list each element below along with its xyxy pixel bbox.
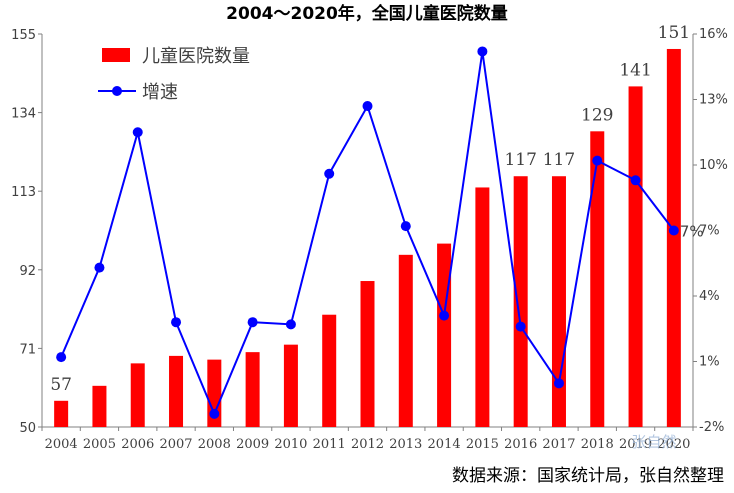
x-tick-label: 2006 <box>121 437 154 452</box>
growth-point <box>515 321 526 332</box>
left-tick-label: 71 <box>19 342 36 357</box>
growth-point <box>209 408 220 419</box>
bar <box>398 254 413 427</box>
bar <box>551 176 566 427</box>
legend-line-label: 增速 <box>142 82 178 103</box>
bar-data-label: 151 <box>658 23 690 43</box>
x-tick-label: 2020 <box>657 437 690 452</box>
legend-line-marker <box>112 86 122 96</box>
left-tick-label: 92 <box>19 264 36 279</box>
right-tick-label: 1% <box>699 355 720 370</box>
x-tick-label: 2005 <box>83 437 116 452</box>
bar <box>54 400 69 427</box>
legend-bar-swatch <box>102 48 130 62</box>
bar-data-label: 141 <box>619 60 651 80</box>
bar <box>360 281 375 427</box>
growth-point <box>592 155 603 166</box>
right-tick-label: 13% <box>699 93 728 108</box>
left-tick-label: 113 <box>11 185 36 200</box>
source-note: 数据来源：国家统计局，张自然整理 <box>452 466 724 486</box>
watermark: 张自然 <box>631 433 676 451</box>
growth-point <box>171 317 182 328</box>
bar <box>322 314 337 427</box>
growth-point <box>247 317 258 328</box>
bar-data-label: 57 <box>50 375 72 395</box>
x-tick-label: 2017 <box>542 437 575 452</box>
bar-data-label: 117 <box>504 150 536 170</box>
x-tick-label: 2012 <box>351 437 384 452</box>
x-tick-label: 2016 <box>504 437 537 452</box>
growth-point <box>324 168 335 179</box>
x-tick-label: 2014 <box>428 437 461 452</box>
growth-point <box>668 225 679 236</box>
right-tick-label: -2% <box>699 420 724 435</box>
bar <box>666 48 681 427</box>
x-tick-label: 2004 <box>45 437 78 452</box>
bar <box>92 385 107 427</box>
right-tick-label: 4% <box>699 289 720 304</box>
growth-point <box>285 319 296 330</box>
growth-point <box>132 127 143 138</box>
bar <box>245 352 260 427</box>
bar <box>513 176 528 427</box>
legend: 儿童医院数量 增速 <box>98 46 250 103</box>
bar-data-label: 129 <box>581 105 613 125</box>
growth-point <box>94 262 105 273</box>
right-tick-label: 16% <box>699 27 728 42</box>
bar <box>590 131 605 428</box>
bar <box>169 355 184 427</box>
x-tick-label: 2013 <box>389 437 422 452</box>
x-tick-label: 2008 <box>198 437 231 452</box>
growth-point <box>400 221 411 232</box>
right-tick-label: 7% <box>699 224 720 239</box>
bar <box>628 86 643 428</box>
growth-point <box>56 352 67 363</box>
x-tick-label: 2007 <box>159 437 192 452</box>
x-tick-label: 2018 <box>581 437 614 452</box>
growth-point <box>553 378 564 389</box>
bar <box>475 187 490 427</box>
bar <box>207 359 222 427</box>
line-data-label: 7% <box>680 223 704 241</box>
growth-point <box>362 101 373 112</box>
growth-point <box>630 175 641 186</box>
bar <box>130 363 145 427</box>
right-tick-label: 10% <box>699 158 728 173</box>
bar <box>437 243 452 427</box>
left-tick-label: 134 <box>11 107 36 122</box>
x-tick-label: 2010 <box>274 437 307 452</box>
x-tick-label: 2015 <box>466 437 499 452</box>
chart-title: 2004～2020年，全国儿童医院数量 <box>226 3 508 24</box>
x-tick-label: 2009 <box>236 437 269 452</box>
left-tick-label: 155 <box>11 28 36 43</box>
left-tick-label: 50 <box>19 421 36 436</box>
bar <box>283 344 298 427</box>
growth-point <box>439 310 450 321</box>
bar-data-label: 117 <box>543 150 575 170</box>
x-tick-label: 2019 <box>619 437 652 452</box>
x-tick-label: 2011 <box>313 437 346 452</box>
growth-point <box>477 46 488 57</box>
legend-bar-label: 儿童医院数量 <box>142 46 250 67</box>
